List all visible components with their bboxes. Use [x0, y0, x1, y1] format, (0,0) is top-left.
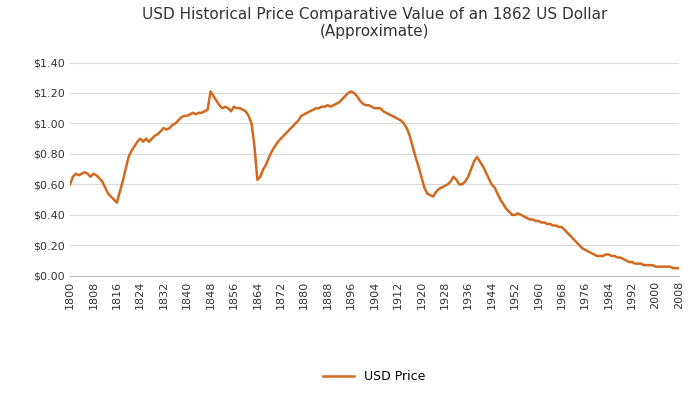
USD Price	[564, 231, 572, 236]
USD Price	[487, 182, 496, 187]
USD Price	[675, 266, 683, 271]
USD Price	[502, 206, 510, 211]
USD Price	[669, 266, 678, 271]
USD Price	[286, 127, 294, 132]
Line: USD Price: USD Price	[70, 91, 679, 268]
USD Price	[206, 89, 215, 94]
USD Price	[66, 182, 74, 187]
Legend: USD Price: USD Price	[318, 365, 430, 388]
USD Price	[195, 110, 203, 115]
USD Price	[83, 171, 92, 176]
Title: USD Historical Price Comparative Value of an 1862 US Dollar
(Approximate): USD Historical Price Comparative Value o…	[142, 7, 607, 39]
